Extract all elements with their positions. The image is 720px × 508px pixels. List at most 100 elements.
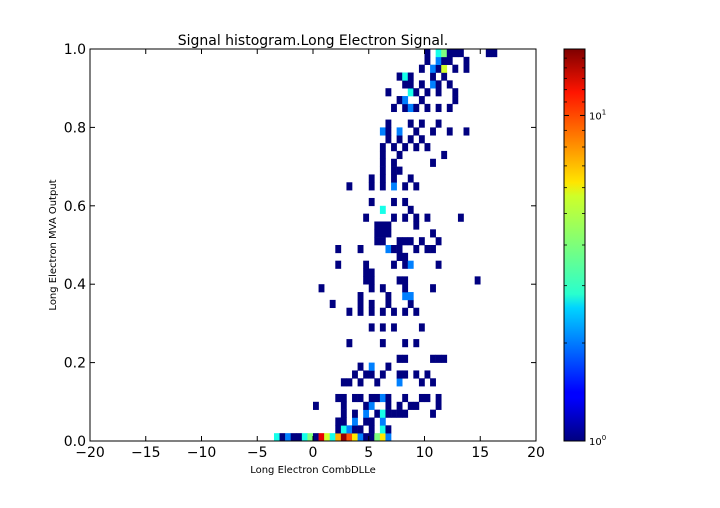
histogram-cell (374, 433, 381, 442)
histogram-cell (379, 417, 386, 426)
histogram-cell (379, 229, 386, 238)
histogram-cell (396, 276, 403, 285)
y-axis-label: Long Electron MVA Output (48, 179, 59, 310)
y-tick-label: 0.8 (64, 120, 86, 136)
histogram-cell (363, 370, 370, 379)
histogram-cell (402, 339, 409, 348)
histogram-cell (402, 213, 409, 222)
histogram-cell (402, 103, 409, 113)
histogram-cell (357, 245, 364, 254)
histogram-cell (374, 237, 381, 246)
histogram-cell (396, 370, 403, 379)
histogram-cell (391, 197, 397, 207)
histogram-cell (340, 378, 347, 387)
histogram-cell (452, 88, 459, 97)
histogram-cell (385, 433, 392, 442)
histogram-cell (430, 80, 436, 89)
histogram-cell (463, 56, 470, 65)
y-tick-label: 0.0 (64, 434, 86, 450)
histogram-cell (363, 276, 370, 285)
histogram-cell (391, 409, 397, 418)
histogram-cell (363, 213, 370, 222)
histogram-cell (385, 409, 392, 418)
histogram-cell (396, 409, 403, 418)
histogram-cell (379, 182, 386, 191)
histogram-cell (407, 174, 414, 183)
histogram-cell (357, 425, 364, 434)
histogram-cell (346, 182, 353, 191)
histogram-cell (385, 425, 392, 434)
histogram-cell (396, 354, 403, 363)
histogram-cell (385, 88, 392, 97)
histogram-cell (430, 64, 436, 73)
histogram-cell (424, 393, 431, 403)
histogram-cell (441, 72, 448, 81)
histogram-cell (446, 127, 453, 136)
histogram-cell (352, 393, 358, 403)
histogram-cell (424, 49, 431, 58)
histogram-cell (352, 409, 358, 418)
histogram-cell (418, 119, 425, 128)
x-tick-label: −15 (131, 445, 161, 461)
histogram-cell (346, 339, 353, 348)
y-tick-label: 0.4 (64, 277, 86, 293)
histogram-cell (463, 64, 470, 73)
histogram-cell (402, 143, 409, 152)
histogram-cell (430, 245, 436, 254)
x-tick-label: 15 (471, 445, 489, 461)
histogram-cell (485, 49, 492, 58)
histogram-cell (391, 166, 397, 175)
histogram-cell (340, 401, 347, 410)
histogram-cell (379, 370, 386, 379)
histogram-cell (379, 433, 386, 442)
histogram-cell (368, 417, 375, 426)
histogram-cell (413, 213, 420, 222)
histogram-cell (413, 339, 420, 348)
histogram-cell (435, 49, 442, 58)
histogram-cell (391, 158, 397, 167)
histogram-cell (441, 64, 448, 73)
histogram-cell (363, 433, 370, 442)
histogram-cell (368, 174, 375, 183)
histogram-cell (413, 103, 420, 113)
histogram-cell (385, 393, 392, 403)
histogram-cell (352, 433, 358, 442)
histogram-cell (446, 80, 453, 89)
histogram-cell (379, 237, 386, 246)
histogram-cells (273, 49, 498, 442)
histogram-cell (457, 213, 464, 222)
histogram-cell (396, 401, 403, 410)
histogram-cell (363, 401, 370, 410)
histogram-cell (374, 229, 381, 238)
histogram-cell (435, 88, 442, 97)
histogram-cell (430, 127, 436, 136)
histogram-cell (318, 433, 325, 442)
histogram-cell (368, 197, 375, 207)
histogram-cell (385, 229, 392, 238)
histogram-cell (430, 229, 436, 238)
histogram-cell (391, 260, 397, 269)
histogram-cell (340, 433, 347, 442)
x-tick-label: −5 (247, 445, 268, 461)
histogram-cell (474, 276, 481, 285)
histogram-cell (368, 307, 375, 316)
histogram-cell (385, 245, 392, 254)
histogram-cell (418, 378, 425, 387)
histogram-cell (407, 135, 414, 144)
histogram-cell (379, 339, 386, 348)
histogram-cell (407, 88, 414, 97)
y-tick-label: 0.6 (64, 199, 86, 215)
histogram-cell (407, 205, 414, 214)
histogram-cell (402, 96, 409, 105)
histogram-cell (441, 150, 448, 160)
histogram-cell (413, 182, 420, 191)
histogram-cell (402, 80, 409, 89)
histogram-cell (396, 127, 403, 136)
histogram-cell (374, 393, 381, 403)
histogram-cell (379, 166, 386, 175)
histogram-cell (463, 127, 470, 136)
histogram-cell (335, 245, 342, 254)
histogram-cell (407, 401, 414, 410)
histogram-cell (379, 127, 386, 136)
histogram-cell (379, 205, 386, 214)
